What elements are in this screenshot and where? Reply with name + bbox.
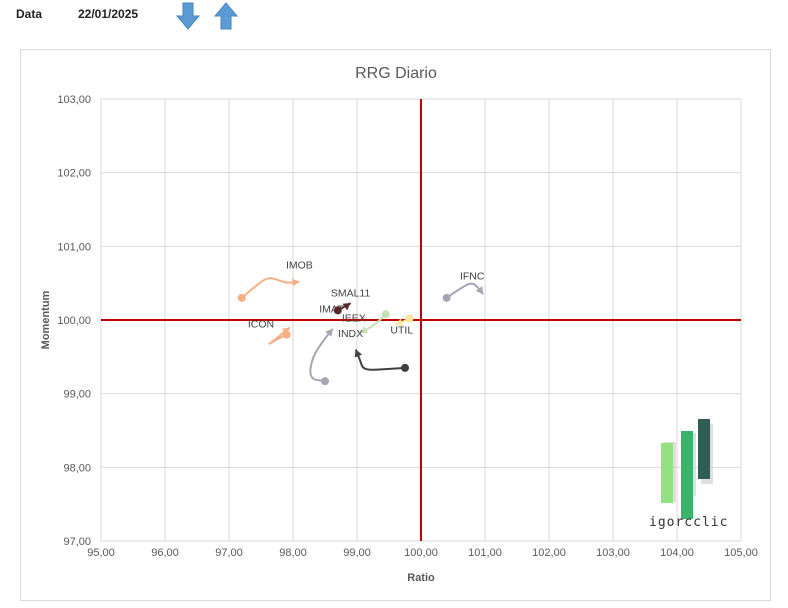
y-tick-label: 101,00 (57, 241, 91, 253)
series-imob: IMOB (237, 259, 313, 302)
series-indx: INDX (338, 328, 409, 372)
x-tick-label: 97,00 (215, 547, 243, 559)
y-tick-label: 100,00 (57, 315, 91, 327)
x-tick-label: 99,00 (343, 547, 371, 559)
date-label: Data (16, 7, 43, 21)
series-label: IFNC (460, 270, 485, 282)
series-ifnc: IFNC (442, 270, 485, 302)
series-label: IEEX (342, 312, 366, 324)
x-tick-label: 102,00 (532, 547, 566, 559)
series-start-point (381, 310, 390, 319)
logo-text: igorcclic (649, 515, 728, 530)
series-imat: IMAT (309, 304, 344, 386)
arrow-down-icon (175, 2, 201, 30)
series-label: IMOB (286, 259, 313, 271)
series-end-arrow (325, 328, 333, 337)
series-label: SMAL11 (331, 287, 371, 299)
series-group: IMOB ICON IMAT SMAL11 IEEX INDX UTIL IFNC (237, 259, 485, 386)
series-end-arrow (342, 303, 351, 311)
series-line (309, 328, 334, 383)
series-icon: ICON (248, 318, 291, 345)
y-tick-label: 99,00 (63, 389, 91, 401)
x-tick-label: 104,00 (660, 547, 694, 559)
x-tick-label: 105,00 (724, 547, 758, 559)
logo-bar-3 (698, 419, 710, 479)
series-start-point (442, 293, 451, 302)
x-tick-labels: 95,00 96,00 97,00 98,00 99,00 100,00 101,00 102… (87, 547, 758, 559)
series-smal11: SMAL11 (331, 287, 371, 315)
y-axis-title: Momentum (40, 290, 52, 349)
series-ieex: IEEX (342, 310, 390, 335)
series-start-point (237, 293, 246, 302)
x-axis-title: Ratio (407, 572, 435, 584)
x-tick-label: 98,00 (279, 547, 307, 559)
rrg-chart: RRG Diario 95,00 96,00 97,00 98,00 99,00 100,… (40, 65, 758, 584)
chart-title: RRG Diario (355, 65, 437, 82)
y-tick-label: 98,00 (63, 462, 91, 474)
y-tick-label: 102,00 (57, 168, 91, 180)
x-tick-label: 100,00 (404, 547, 438, 559)
series-end-arrow (291, 278, 300, 287)
logo-bar-2 (681, 431, 693, 519)
series-end-arrow (475, 286, 484, 295)
series-util: UTIL (390, 314, 414, 336)
logo-bar-1 (661, 443, 673, 503)
x-tick-label: 101,00 (468, 547, 502, 559)
series-start-point (333, 306, 342, 315)
x-tick-label: 96,00 (151, 547, 179, 559)
series-end-arrow (360, 326, 369, 334)
date-value[interactable]: 22/01/2025 (78, 7, 139, 21)
series-start-point (401, 363, 409, 372)
next-date-button[interactable] (213, 2, 239, 30)
igorcclic-logo: igorcclic (649, 419, 728, 530)
arrow-up-icon (213, 2, 239, 30)
top-bar: Data 22/01/2025 (0, 0, 788, 36)
crosshair (101, 99, 741, 541)
x-tick-label: 95,00 (87, 547, 115, 559)
y-tick-labels: 97,00 98,00 99,00 100,00 101,00 102,00 103,00 (57, 94, 91, 548)
series-label: UTIL (390, 324, 413, 336)
chart-area: RRG Diario 95,00 96,00 97,00 98,00 99,00 100,… (20, 49, 771, 601)
series-end-arrow (395, 318, 404, 326)
y-tick-label: 103,00 (57, 94, 91, 106)
series-start-point (282, 330, 291, 339)
series-line (354, 349, 406, 371)
series-start-point (321, 377, 329, 386)
series-label: ICON (248, 318, 274, 330)
previous-date-button[interactable] (175, 2, 201, 30)
series-start-point (405, 314, 414, 323)
series-label: INDX (338, 328, 363, 340)
series-end-arrow (281, 327, 290, 335)
x-tick-label: 103,00 (596, 547, 630, 559)
series-end-arrow (354, 349, 363, 358)
series-line (241, 277, 300, 299)
y-tick-label: 97,00 (63, 536, 91, 548)
